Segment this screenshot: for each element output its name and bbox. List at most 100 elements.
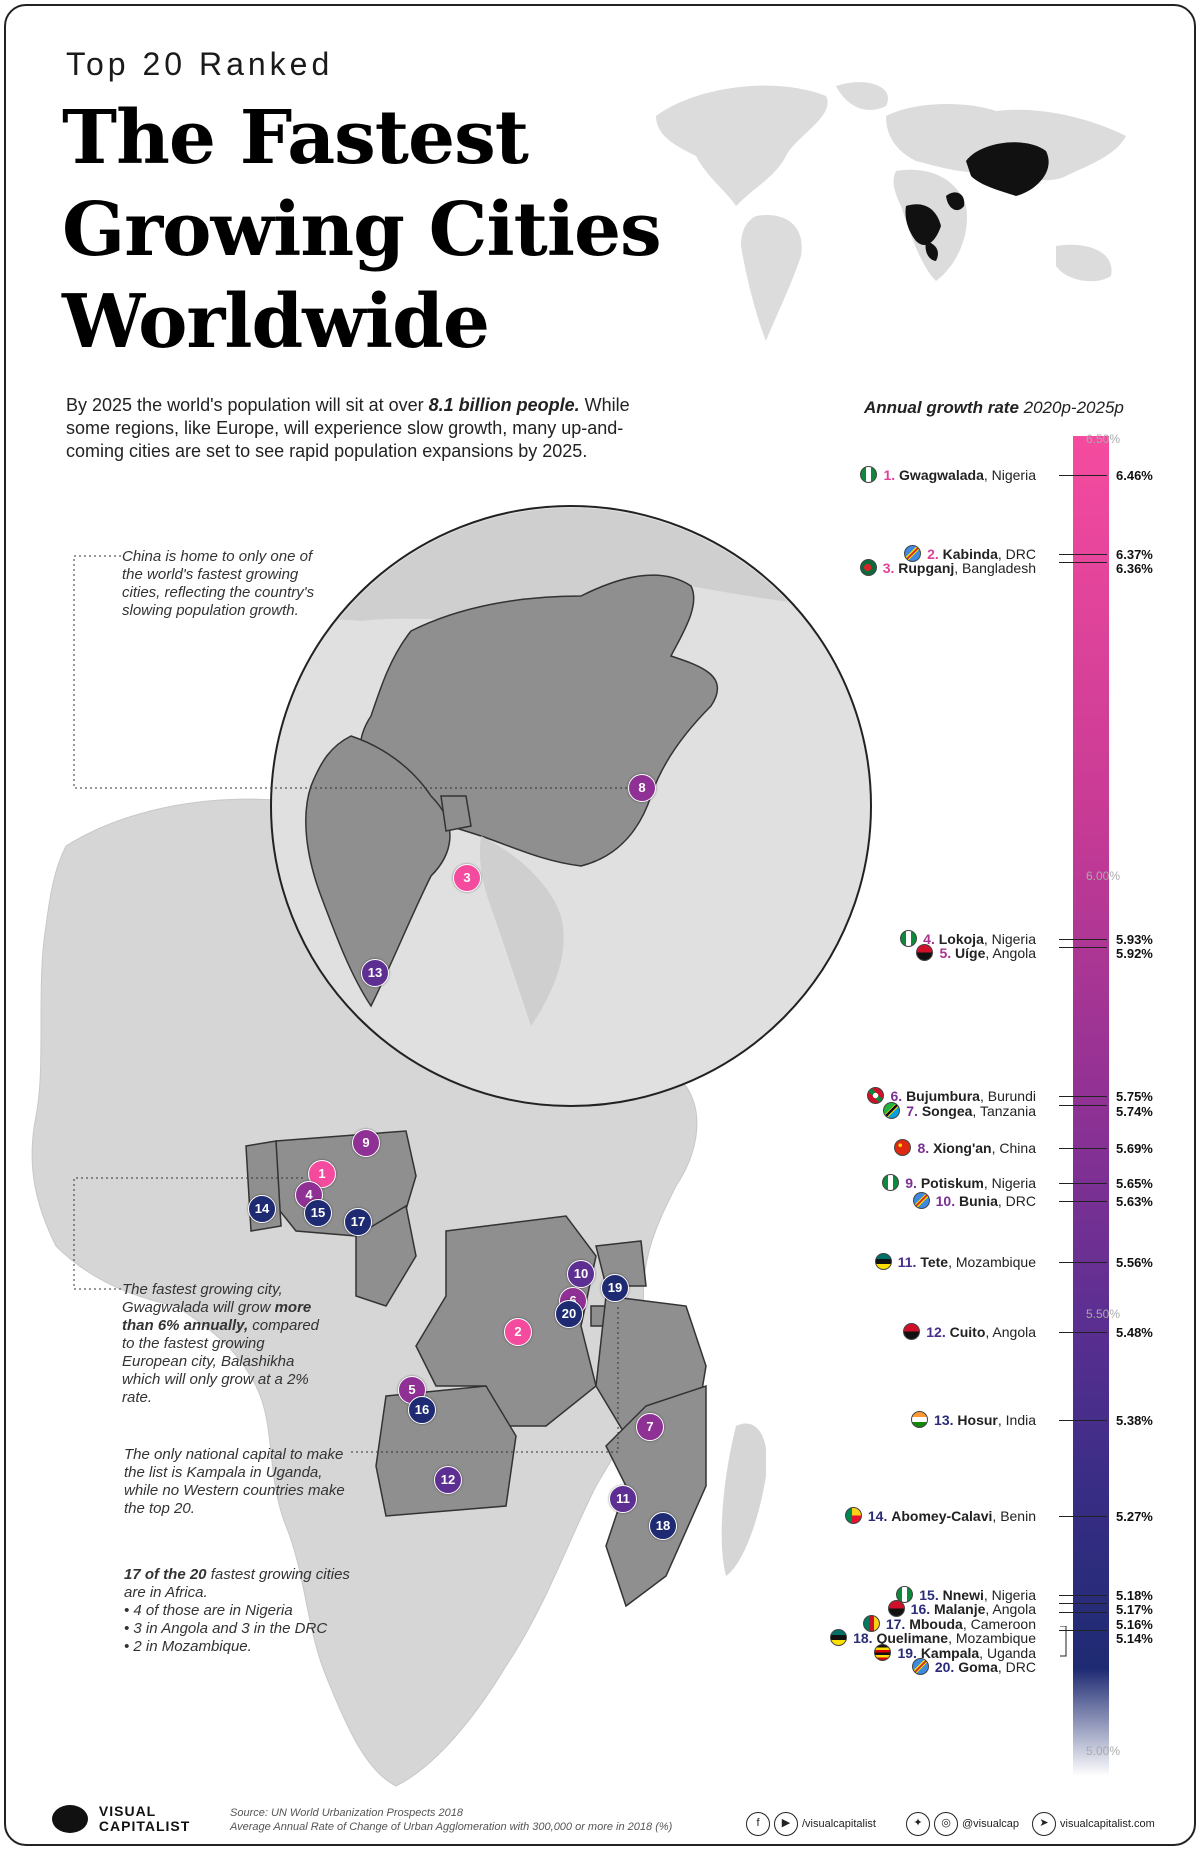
chart-subtitle: 2020p-2025p bbox=[1023, 398, 1124, 417]
growth-value: 5.75% bbox=[1116, 1089, 1153, 1104]
value-marker-line bbox=[1059, 1148, 1107, 1150]
rank-number: 18. bbox=[853, 1630, 873, 1647]
country-name: Tanzania bbox=[979, 1102, 1036, 1119]
summary-item: 3 in Angola and 3 in the DRC bbox=[124, 1620, 374, 1638]
value-marker-line bbox=[1059, 1612, 1107, 1614]
value-marker-line bbox=[1059, 1594, 1107, 1596]
ranking-row: 1. Gwagwalada, Nigeria 6.46% bbox=[6, 465, 1194, 486]
angola-flag-icon bbox=[916, 944, 934, 962]
country-name: Nigeria bbox=[991, 1175, 1036, 1192]
city-name: Kabinda bbox=[942, 545, 998, 562]
rank-number: 9. bbox=[905, 1175, 917, 1192]
ranking-row: 16. Malanje, Angola 5.17% bbox=[6, 1600, 1194, 1620]
social-facebook-youtube[interactable]: f ▶ /visualcapitalist bbox=[746, 1812, 876, 1836]
value-marker-line bbox=[1059, 938, 1107, 940]
youtube-icon: ▶ bbox=[774, 1812, 798, 1836]
rank-number: 13. bbox=[934, 1411, 954, 1428]
scale-tick-label: 6.00% bbox=[1086, 869, 1121, 884]
region-cameroon bbox=[355, 1204, 417, 1307]
ranking-label: 11. Tete, Mozambique bbox=[874, 1253, 1036, 1271]
map-pin-9: 9 bbox=[352, 1129, 380, 1157]
social-twitter-instagram[interactable]: ✦ ◎ @visualcap bbox=[906, 1812, 1019, 1836]
logo-text: VISUAL bbox=[98, 1803, 157, 1819]
city-name: Kampala bbox=[920, 1644, 980, 1661]
city-name: Potiskum bbox=[920, 1175, 984, 1192]
nigeria-flag-icon bbox=[900, 929, 918, 947]
group-bracket bbox=[1060, 1626, 1067, 1657]
ranking-row: 11. Tete, Mozambique 5.56% bbox=[6, 1253, 1194, 1273]
india-flag-icon bbox=[911, 1410, 929, 1428]
tanzania-flag-icon bbox=[883, 1101, 901, 1119]
rank-number: 10. bbox=[935, 1192, 956, 1209]
city-name: Gwagwalada bbox=[899, 466, 984, 483]
ranking-label: 9. Potiskum, Nigeria bbox=[882, 1174, 1036, 1192]
ranking-label: 12. Cuito, Angola bbox=[903, 1323, 1036, 1341]
growth-value: 6.37% bbox=[1116, 546, 1153, 562]
map-pin-19: 19 bbox=[601, 1274, 629, 1302]
country-name: Benin bbox=[1000, 1507, 1036, 1524]
map-pin-14: 14 bbox=[248, 1195, 276, 1223]
city-name: Tete bbox=[920, 1254, 949, 1271]
map-pin-3: 3 bbox=[453, 864, 481, 892]
ranking-label: 8. Xiong'an, China bbox=[894, 1139, 1036, 1157]
map-pin-2: 2 bbox=[504, 1318, 532, 1346]
growth-value: 5.92% bbox=[1116, 946, 1153, 962]
ranking-row: 10. Bunia, DRC 5.63% bbox=[6, 1191, 1194, 1212]
rank-number: 19. bbox=[897, 1644, 917, 1661]
website-link[interactable]: ➤ visualcapitalist.com bbox=[1032, 1812, 1155, 1836]
separator: , bbox=[983, 930, 992, 947]
source-subtext: Average Annual Rate of Change of Urban A… bbox=[230, 1821, 673, 1833]
growth-value: 5.56% bbox=[1116, 1255, 1153, 1271]
mozambique-flag-icon bbox=[874, 1253, 892, 1271]
drc-flag-icon bbox=[904, 544, 922, 562]
map-pin-10: 10 bbox=[567, 1260, 595, 1288]
ranking-label: 3. Rupganj, Bangladesh bbox=[859, 559, 1036, 577]
city-name: Uíge bbox=[955, 945, 986, 962]
ranking-label: 6. Bujumbura, Burundi bbox=[867, 1087, 1036, 1104]
angola-flag-icon bbox=[903, 1323, 921, 1341]
separator: , bbox=[997, 1411, 1006, 1428]
intro-paragraph: By 2025 the world's population will sit … bbox=[66, 394, 656, 463]
growth-value: 5.93% bbox=[1116, 931, 1153, 947]
city-name: Quelimane bbox=[876, 1630, 949, 1647]
ranking-label: 19. Kampala, Uganda bbox=[874, 1643, 1036, 1661]
uganda-flag-icon bbox=[874, 1643, 892, 1661]
separator: , bbox=[948, 1630, 956, 1647]
africa-summary: 17 of the 20 fastest growing cities are … bbox=[124, 1566, 374, 1656]
ranking-row: 19. Kampala, Uganda bbox=[6, 1643, 1194, 1664]
growth-value: 5.17% bbox=[1116, 1602, 1153, 1618]
map-pin-13: 13 bbox=[361, 959, 389, 987]
benin-flag-icon bbox=[844, 1506, 862, 1524]
note-china: China is home to only one of the world's… bbox=[122, 548, 315, 619]
ranking-row: 20. Goma, DRC bbox=[6, 1658, 1194, 1678]
drc-flag-icon bbox=[911, 1658, 929, 1676]
ranking-label: 10. Bunia, DRC bbox=[912, 1191, 1036, 1209]
ranking-row: 4. Lokoja, Nigeria 5.93% bbox=[6, 929, 1194, 950]
country-name: Mozambique bbox=[955, 1254, 1036, 1271]
ranking-row: 7. Songea, Tanzania 5.74% bbox=[6, 1101, 1194, 1122]
mozambique-flag-icon bbox=[830, 1629, 848, 1647]
value-marker-line bbox=[1059, 1332, 1107, 1334]
summary-list: 4 of those are in Nigeria 3 in Angola an… bbox=[124, 1602, 374, 1656]
instagram-icon: ◎ bbox=[934, 1812, 958, 1836]
rank-number: 1. bbox=[883, 466, 896, 483]
value-marker-line bbox=[1059, 1515, 1107, 1517]
rank-number: 6. bbox=[890, 1088, 903, 1104]
separator: , bbox=[983, 1175, 992, 1192]
leader-lines bbox=[73, 555, 646, 1453]
ranking-label: 5. Uíge, Angola bbox=[916, 944, 1036, 962]
ranking-row: 3. Rupganj, Bangladesh 6.36% bbox=[6, 559, 1194, 579]
ranking-label: 13. Hosur, India bbox=[911, 1410, 1036, 1428]
separator: , bbox=[979, 1088, 988, 1104]
angola-flag-icon bbox=[887, 1600, 905, 1618]
ranking-label: 1. Gwagwalada, Nigeria bbox=[860, 465, 1036, 483]
cameroon-flag-icon bbox=[862, 1614, 880, 1632]
value-marker-line bbox=[1059, 1104, 1107, 1106]
separator: , bbox=[992, 1507, 1001, 1524]
title-line: Worldwide bbox=[62, 279, 490, 365]
separator: , bbox=[985, 945, 993, 962]
city-name: Cuito bbox=[949, 1324, 986, 1341]
asia-inset-map bbox=[270, 505, 872, 1107]
city-name: Lokoja bbox=[938, 930, 984, 947]
city-name: Mbouda bbox=[909, 1615, 963, 1632]
